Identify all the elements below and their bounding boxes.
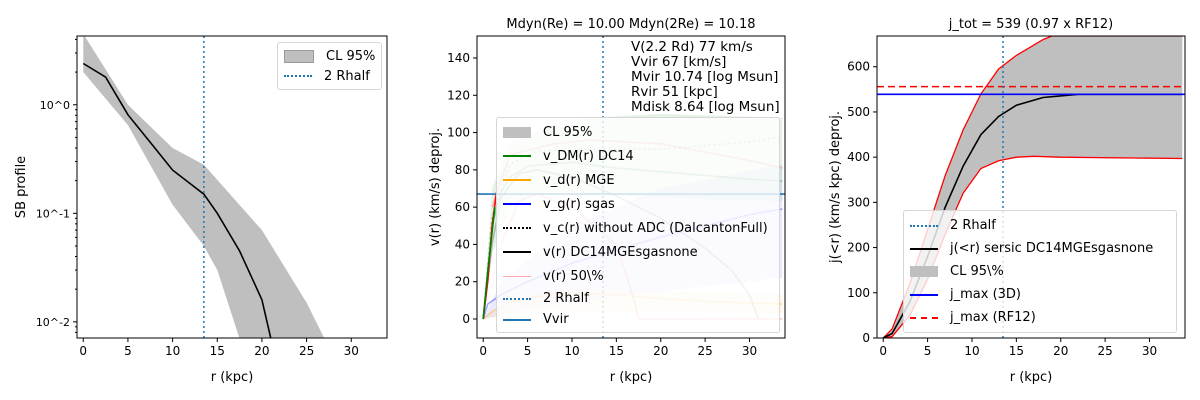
legend-entry: v_g(r) sgas: [543, 196, 615, 212]
x-tick-label: 20: [254, 344, 269, 358]
legend-entry: v(r) DC14MGEsgasnone: [543, 244, 698, 260]
legend-entry: CL 95%: [326, 48, 376, 64]
y-tick-label: 10^-1: [36, 207, 70, 220]
legend-entry: v_c(r) without ADC (DalcantonFull): [543, 220, 768, 236]
annotation: V(2.2 Rd) 77 km/s: [631, 39, 753, 55]
y-axis-label: v(r) (km/s) deproj.: [428, 128, 443, 246]
legend-entry: 2 Rhalf: [543, 291, 589, 306]
axes-frame: [76, 35, 388, 339]
legend-entry: Vvir: [543, 312, 569, 327]
x-tick-label: 15: [609, 344, 624, 358]
x-tick-label: 0: [479, 344, 487, 358]
legend-entry: j(<r) sersic DC14MGEsgasnone: [950, 241, 1154, 256]
legend-entry: v_d(r) MGE: [543, 172, 615, 188]
series-line: [82, 62, 272, 338]
legend-entry: CL 95%: [543, 124, 593, 140]
legend-entry: j_max (3D): [950, 287, 1021, 302]
legend-velocity: CL 95% v_DM(r) DC14 v_d(r) MGE v_g(r) sg…: [496, 117, 780, 333]
x-tick-label: 0: [79, 344, 87, 358]
legend-sb: CL 95% 2 Rhalf: [277, 42, 383, 90]
x-tick-label: 15: [210, 344, 225, 358]
y-tick-label: 80: [455, 163, 470, 177]
y-tick-label: 100: [447, 126, 470, 140]
legend-entry: v(r) 50\%: [543, 268, 604, 284]
x-tick-label: 5: [924, 344, 932, 358]
axes-frame: [876, 35, 1186, 339]
confidence-band: [883, 36, 1183, 338]
annotation: Rvir 51 [kpc]: [631, 84, 718, 100]
x-tick-label: 10: [964, 344, 979, 358]
x-axis-label: r (kpc): [211, 370, 254, 385]
chart-title: Mdyn(Re) = 10.00 Mdyn(2Re) = 10.18: [506, 17, 755, 32]
x-axis-label: r (kpc): [1010, 370, 1053, 385]
x-tick-label: 25: [299, 344, 314, 358]
y-tick-label: 60: [455, 200, 470, 214]
x-axis-label: r (kpc): [610, 370, 653, 385]
y-tick-label: 140: [447, 51, 470, 65]
chart-title: j_tot = 539 (0.97 x RF12): [948, 17, 1113, 32]
y-tick-label: 0: [862, 331, 870, 345]
x-tick-label: 20: [1053, 344, 1068, 358]
y-tick-label: 300: [847, 195, 870, 209]
y-tick-label: 0: [462, 312, 470, 326]
x-tick-label: 25: [697, 344, 712, 358]
legend-entry: 2 Rhalf: [950, 218, 996, 233]
annotation: Mdisk 8.64 [log Msun]: [631, 99, 780, 115]
y-tick-label: 400: [847, 150, 870, 164]
plot-area-0: [82, 36, 325, 338]
axes-frame: [476, 35, 786, 339]
legend-entry: v_DM(r) DC14: [543, 148, 634, 164]
y-axis-label: j(<r) (km/s kpc) deproj.: [828, 111, 843, 264]
y-tick-label: 10^-2: [36, 316, 70, 329]
x-tick-label: 10: [165, 344, 180, 358]
y-tick-label: 20: [455, 275, 470, 289]
x-tick-label: 10: [564, 344, 579, 358]
y-axis-label: SB profile: [14, 156, 29, 218]
x-tick-label: 30: [742, 344, 757, 358]
x-tick-label: 0: [879, 344, 887, 358]
y-tick-label: 600: [847, 60, 870, 74]
y-tick-label: 120: [447, 88, 470, 102]
x-tick-label: 20: [653, 344, 668, 358]
legend-entry: j_max (RF12): [950, 310, 1036, 325]
series-line: [482, 207, 496, 320]
y-tick-label: 500: [847, 105, 870, 119]
y-tick-label: 100: [847, 286, 870, 300]
y-tick-label: 200: [847, 241, 870, 255]
x-tick-label: 25: [1097, 344, 1112, 358]
x-tick-label: 30: [344, 344, 359, 358]
legend-entry: 2 Rhalf: [324, 68, 370, 84]
annotation-block: V(2.2 Rd) 77 km/s Vvir 67 [km/s] Mvir 10…: [631, 40, 780, 115]
x-tick-label: 5: [124, 344, 132, 358]
y-tick-label: 10^0: [40, 99, 70, 112]
legend-entry: CL 95\%: [950, 264, 1004, 279]
x-tick-label: 5: [524, 344, 532, 358]
legend-j: 2 Rhalf j(<r) sersic DC14MGEsgasnone CL …: [903, 210, 1177, 333]
x-tick-label: 30: [1142, 344, 1157, 358]
y-tick-label: 40: [455, 237, 470, 251]
annotation: Mvir 10.74 [log Msun]: [631, 69, 779, 85]
x-tick-label: 15: [1009, 344, 1024, 358]
annotation: Vvir 67 [km/s]: [631, 54, 727, 70]
